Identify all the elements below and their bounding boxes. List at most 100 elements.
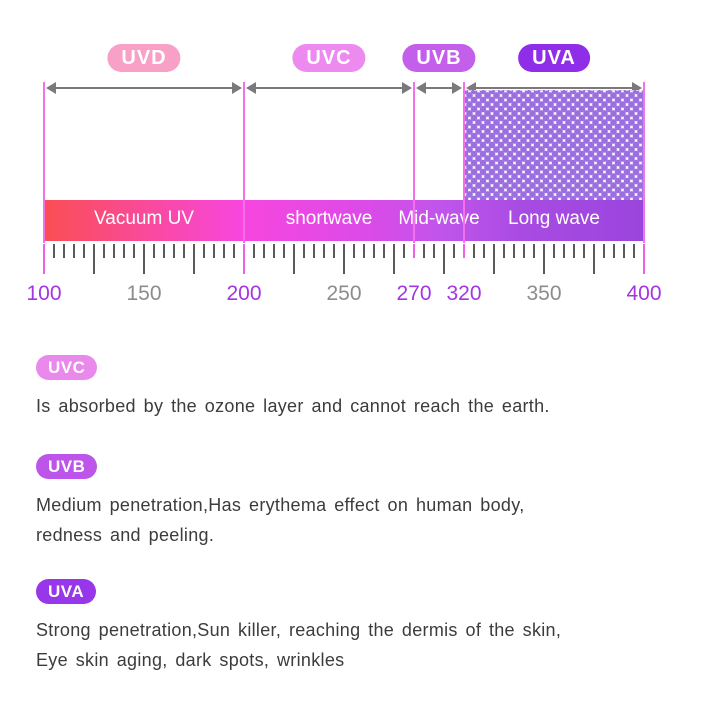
bar-label-uvd: Vacuum UV (94, 208, 194, 229)
ruler-tick (623, 244, 625, 258)
uva-description-line-1: Strong penetration,Sun killer, reaching … (36, 620, 562, 640)
scale-label-270: 270 (396, 282, 432, 305)
ruler-tick (73, 244, 75, 258)
ruler-tick (333, 244, 335, 258)
ruler-tick (153, 244, 155, 258)
band-pill-uvd: UVD (107, 44, 181, 72)
ruler-tick (253, 244, 255, 258)
scale-label-100: 100 (26, 282, 62, 305)
ruler-tick (293, 244, 295, 274)
band-pill-uvc: UVC (292, 44, 366, 72)
boundary-line-244 (243, 82, 245, 243)
ruler-tick (453, 244, 455, 258)
ruler-tick (183, 244, 185, 258)
bar-label-uvb: Mid-wave (398, 208, 480, 229)
uva-dot-pattern-region (464, 90, 644, 200)
ruler-tick (503, 244, 505, 258)
ruler-tick (63, 244, 65, 258)
ruler-tick (83, 244, 85, 258)
ruler-tick (613, 244, 615, 258)
ruler-tick (563, 244, 565, 258)
ruler-tick (543, 244, 545, 274)
spectrum-gradient-bar: Vacuum UV shortwave Mid-wave Long wave (44, 200, 644, 241)
ruler-tick (123, 244, 125, 258)
ruler-tick (193, 244, 195, 274)
ruler-tick (523, 244, 525, 258)
ruler-tick (43, 244, 45, 274)
ruler-tick (403, 244, 405, 258)
scale-label-200: 200 (226, 282, 262, 305)
ruler-tick (213, 244, 215, 258)
range-arrow-uvb (416, 82, 462, 94)
section-uvc: UVC Is absorbed by the ozone layer and c… (36, 355, 550, 421)
ruler-tick (173, 244, 175, 258)
ruler-tick (373, 244, 375, 258)
uvb-pill: UVB (36, 454, 98, 479)
ruler-tick (313, 244, 315, 258)
ruler-tick (343, 244, 345, 274)
ruler-tick (233, 244, 235, 258)
range-arrow-uvd (46, 82, 242, 94)
ruler-tick (303, 244, 305, 258)
ruler-tick (513, 244, 515, 258)
ruler-tick (163, 244, 165, 258)
ruler-tick (553, 244, 555, 258)
ruler-tick (353, 244, 355, 258)
uva-pill: UVA (36, 579, 97, 604)
boundary-line-44 (43, 82, 45, 243)
uvc-description-line: Is absorbed by the ozone layer and canno… (36, 396, 550, 416)
scale-label-150: 150 (126, 282, 162, 305)
ruler-tick (133, 244, 135, 258)
ruler-tick (643, 244, 645, 274)
scale-label-320: 320 (446, 282, 482, 305)
boundary-line-644 (643, 82, 645, 243)
scale-label-250: 250 (326, 282, 362, 305)
section-uvb: UVB Medium penetration,Has erythema effe… (36, 454, 525, 550)
ruler-tick (583, 244, 585, 258)
ruler-tick (603, 244, 605, 258)
scale-label-350: 350 (526, 282, 562, 305)
scale-label-400: 400 (626, 282, 662, 305)
ruler-tick (223, 244, 225, 258)
bar-label-uvc: shortwave (285, 208, 373, 229)
ruler-tick (203, 244, 205, 258)
ruler-tick (423, 244, 425, 258)
ruler-tick (433, 244, 435, 258)
ruler-tick (93, 244, 95, 274)
ruler-tick (483, 244, 485, 258)
ruler-tick (463, 244, 465, 258)
boundary-line-414 (413, 82, 415, 243)
uvb-description-line-1: Medium penetration,Has erythema effect o… (36, 495, 525, 515)
ruler-tick (143, 244, 145, 274)
range-arrow-uvc (246, 82, 412, 94)
bar-label-uva: Long wave (508, 208, 600, 229)
ruler-tick (363, 244, 365, 258)
ruler-tick (573, 244, 575, 258)
ruler-tick (383, 244, 385, 258)
ruler-tick (393, 244, 395, 274)
ruler-tick (593, 244, 595, 274)
ruler-tick (323, 244, 325, 258)
ruler-tick (263, 244, 265, 258)
ruler-tick (113, 244, 115, 258)
range-arrow-uva (466, 82, 642, 94)
band-pill-uva: UVA (518, 44, 590, 72)
band-pill-uvb: UVB (402, 44, 476, 72)
ruler-tick (413, 244, 415, 258)
ruler-tick (533, 244, 535, 258)
ruler-tick (283, 244, 285, 258)
ruler-tick (273, 244, 275, 258)
ruler-tick (473, 244, 475, 258)
ruler-tick (633, 244, 635, 258)
boundary-line-464 (463, 82, 465, 243)
ruler-tick (443, 244, 445, 274)
ruler-tick (103, 244, 105, 258)
ruler-tick (53, 244, 55, 258)
ruler-tick (493, 244, 495, 274)
section-uva: UVA Strong penetration,Sun killer, reach… (36, 579, 561, 675)
ruler-tick (243, 244, 245, 274)
uvb-description-line-2: redness and peeling. (36, 525, 215, 545)
uva-description-line-2: Eye skin aging, dark spots, wrinkles (36, 650, 345, 670)
uvc-pill: UVC (36, 355, 98, 380)
